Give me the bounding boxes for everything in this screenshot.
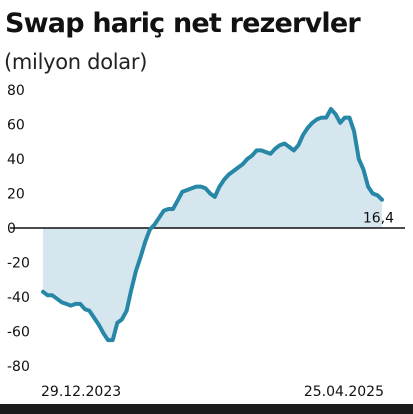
y-tick-label: 40 xyxy=(7,152,25,168)
y-tick-label: -80 xyxy=(7,359,30,375)
chart-subtitle: (milyon dolar) xyxy=(4,50,148,74)
area-chart: 80 60 40 20 0 -20 -40 -60 -80 16,4 29.12.2023 25.04… xyxy=(7,83,405,400)
end-value-label: 16,4 xyxy=(363,211,394,227)
x-end-label: 25.04.2025 xyxy=(304,384,384,400)
x-start-label: 29.12.2023 xyxy=(41,384,121,400)
y-tick-label: -40 xyxy=(7,290,30,306)
series-line xyxy=(41,107,384,343)
y-tick-label: 0 xyxy=(7,221,16,237)
bottom-bar xyxy=(0,404,413,414)
y-tick-label: 60 xyxy=(7,118,25,134)
area-fill xyxy=(43,109,382,341)
y-tick-label: 20 xyxy=(7,187,25,203)
y-tick-label: -60 xyxy=(7,325,30,341)
chart-title: Swap hariç net rezervler xyxy=(5,8,361,39)
y-tick-label: 80 xyxy=(7,83,25,99)
y-tick-label: -20 xyxy=(7,256,30,272)
